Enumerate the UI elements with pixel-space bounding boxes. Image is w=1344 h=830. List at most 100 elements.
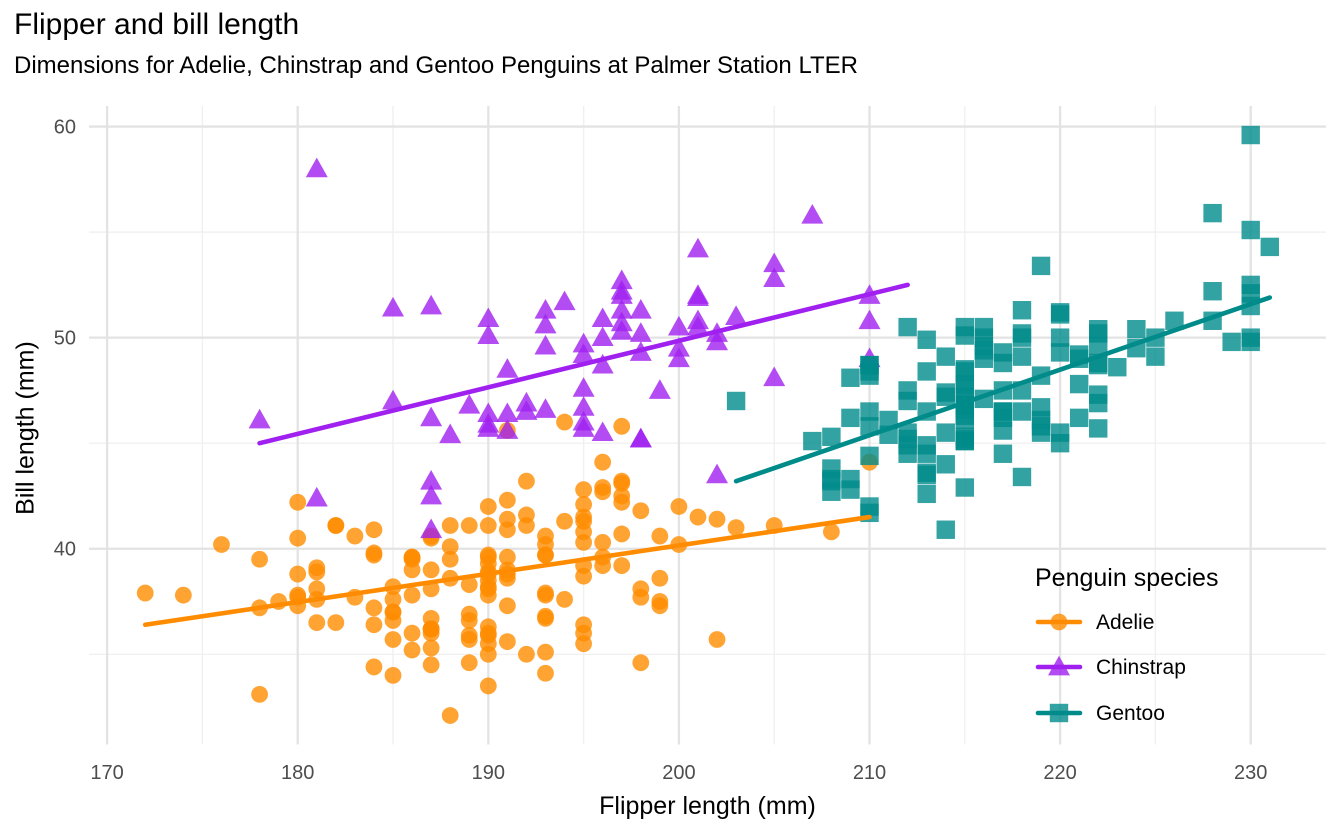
data-point-chinstrap <box>572 396 595 416</box>
data-point-gentoo <box>1069 408 1089 428</box>
data-point-chinstrap <box>610 299 633 319</box>
data-point-gentoo <box>955 478 975 497</box>
data-point-gentoo <box>860 355 879 375</box>
data-point-adelie <box>479 546 497 564</box>
data-point-chinstrap <box>553 290 576 311</box>
data-point-chinstrap <box>648 379 671 399</box>
data-point-gentoo <box>1203 282 1222 301</box>
data-point-chinstrap <box>496 358 519 378</box>
y-axis-title: Bill length (mm) <box>11 341 40 515</box>
data-point-chinstrap <box>763 252 786 273</box>
data-point-adelie <box>670 498 688 515</box>
data-point-chinstrap <box>686 237 709 258</box>
legend-title: Penguin species <box>1035 564 1219 592</box>
data-point-adelie <box>384 590 402 608</box>
data-point-adelie <box>556 413 573 431</box>
trend-lines-layer <box>142 282 1273 628</box>
legend-key-marker-adelie <box>1050 613 1068 631</box>
data-point-gentoo <box>841 408 860 428</box>
data-point-adelie <box>441 517 459 534</box>
data-point-chinstrap <box>706 463 729 484</box>
x-tick-label: 200 <box>662 762 695 784</box>
data-point-chinstrap <box>591 353 614 374</box>
data-point-chinstrap <box>382 296 405 317</box>
data-point-gentoo <box>936 423 955 442</box>
data-point-adelie <box>632 588 650 606</box>
data-point-gentoo <box>993 353 1013 373</box>
data-point-gentoo <box>860 446 879 466</box>
data-point-adelie <box>613 474 631 492</box>
data-point-gentoo <box>1260 237 1279 257</box>
data-point-chinstrap <box>496 402 519 423</box>
data-point-chinstrap <box>477 417 500 437</box>
data-point-adelie <box>479 618 497 636</box>
data-point-adelie <box>441 550 459 568</box>
data-point-gentoo <box>1089 320 1108 339</box>
data-point-gentoo <box>993 421 1013 440</box>
legend-label-chinstrap: Chinstrap <box>1096 656 1186 679</box>
data-point-adelie <box>422 624 440 642</box>
data-point-adelie <box>441 538 459 556</box>
data-point-adelie <box>537 643 554 661</box>
data-point-adelie <box>460 654 478 672</box>
data-point-gentoo <box>1012 324 1032 343</box>
data-point-chinstrap <box>629 322 652 342</box>
data-point-adelie <box>365 521 383 539</box>
data-point-chinstrap <box>534 313 557 334</box>
data-point-gentoo <box>1012 467 1032 487</box>
data-point-chinstrap <box>763 366 786 387</box>
data-point-adelie <box>289 529 307 547</box>
legend-label-adelie: Adelie <box>1096 611 1154 634</box>
chart-subtitle: Dimensions for Adelie, Chinstrap and Gen… <box>14 52 859 79</box>
data-point-gentoo <box>898 444 917 463</box>
data-point-adelie <box>498 521 516 539</box>
data-point-gentoo <box>936 455 955 474</box>
data-point-adelie <box>537 664 554 682</box>
data-point-gentoo <box>917 484 936 504</box>
data-point-adelie <box>327 517 345 534</box>
data-point-adelie <box>365 599 383 617</box>
data-point-adelie <box>308 580 326 598</box>
x-tick-label: 230 <box>1234 762 1267 784</box>
data-point-adelie <box>251 685 268 703</box>
data-point-gentoo <box>1241 284 1260 303</box>
data-point-gentoo <box>822 427 841 447</box>
data-point-gentoo <box>1012 347 1032 366</box>
data-point-adelie <box>518 472 535 490</box>
data-point-adelie <box>251 550 268 568</box>
data-point-gentoo <box>841 480 860 499</box>
data-point-adelie <box>575 496 593 513</box>
data-point-adelie <box>308 563 326 581</box>
data-point-gentoo <box>1031 410 1051 430</box>
data-point-chinstrap <box>610 280 633 300</box>
data-point-gentoo <box>860 417 879 436</box>
data-point-gentoo <box>955 431 975 451</box>
data-point-gentoo <box>879 410 898 430</box>
data-point-chinstrap <box>420 406 443 427</box>
data-point-chinstrap <box>610 311 633 332</box>
data-point-chinstrap <box>420 484 443 505</box>
data-point-adelie <box>651 569 669 587</box>
data-point-adelie <box>479 517 497 534</box>
data-point-adelie <box>460 612 478 629</box>
data-point-gentoo <box>898 381 917 400</box>
data-point-gentoo <box>822 469 841 489</box>
data-point-chinstrap <box>420 518 443 539</box>
data-point-gentoo <box>917 436 936 455</box>
data-point-adelie <box>403 624 421 642</box>
data-point-adelie <box>460 517 478 534</box>
data-point-adelie <box>594 453 612 471</box>
data-point-adelie <box>708 631 726 648</box>
data-point-gentoo <box>1012 301 1032 320</box>
data-point-adelie <box>403 586 421 604</box>
data-point-gentoo <box>1241 332 1260 352</box>
trend-line-gentoo <box>733 295 1273 484</box>
data-point-adelie <box>422 639 440 657</box>
y-tick-label: 50 <box>54 328 76 350</box>
data-point-adelie <box>327 614 345 632</box>
data-point-adelie <box>346 527 364 545</box>
data-point-adelie <box>518 506 535 524</box>
x-tick-label: 220 <box>1043 762 1076 784</box>
data-point-gentoo <box>1031 256 1051 276</box>
data-point-adelie <box>498 491 516 509</box>
